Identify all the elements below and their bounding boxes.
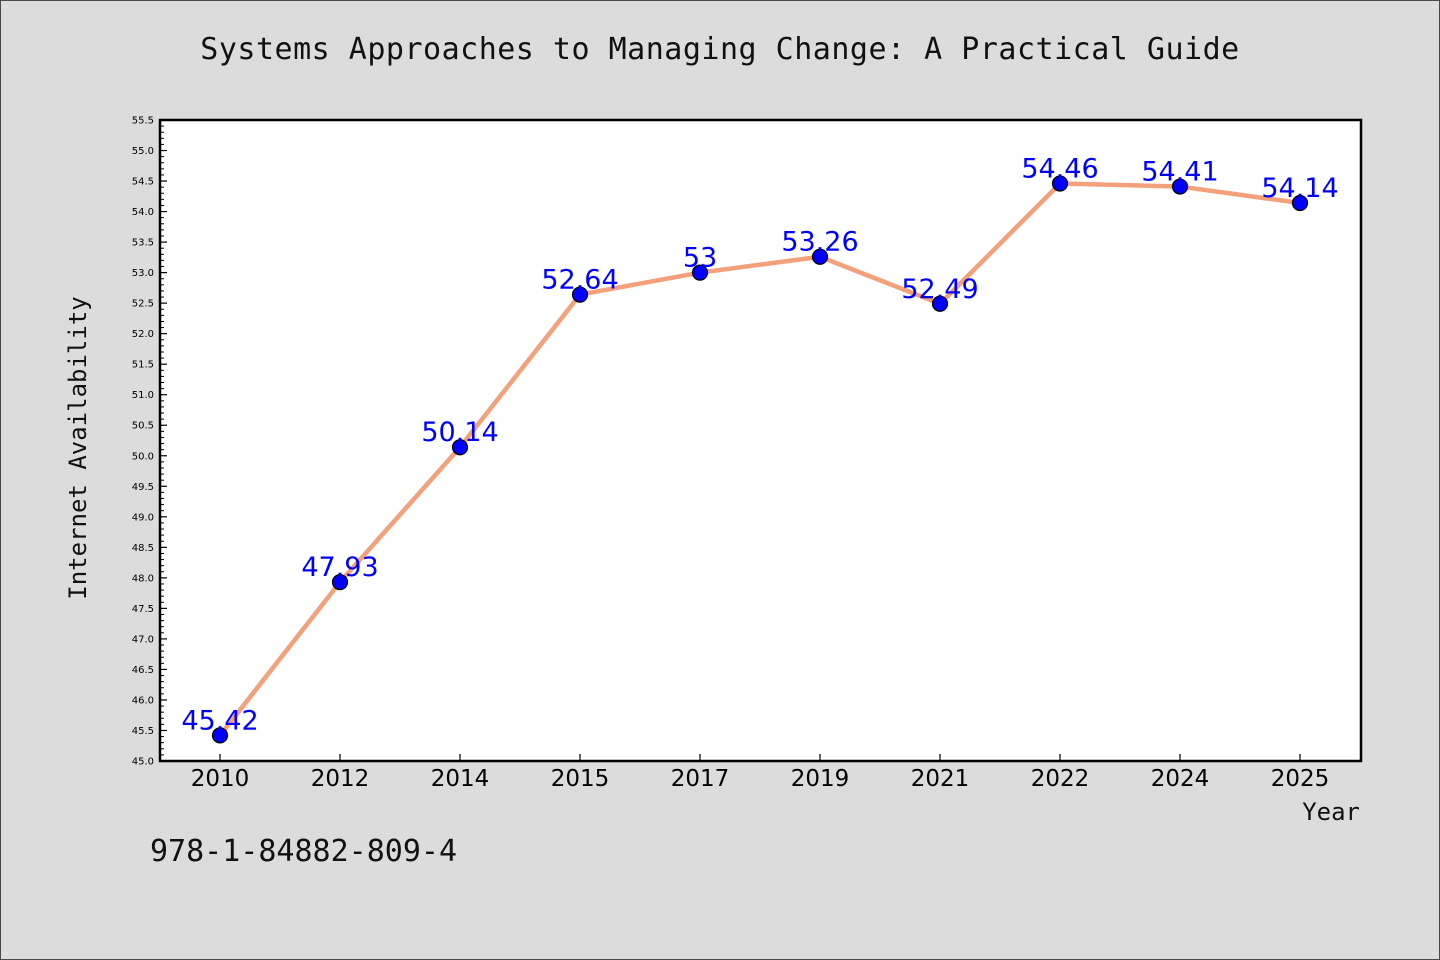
x-tick-label: 2025: [1271, 766, 1330, 792]
y-tick-label: 51.5: [132, 360, 154, 371]
data-point: [931, 295, 949, 312]
y-tick-label: 54.0: [132, 207, 154, 218]
y-tick-label: 52.5: [132, 299, 154, 310]
x-tick-label: 2015: [551, 766, 610, 792]
y-tick-label: 51.0: [132, 390, 154, 401]
data-point: [331, 574, 349, 591]
data-point: [811, 248, 829, 265]
x-tick-label: 2017: [671, 766, 730, 792]
y-tick-label: 55.5: [132, 116, 154, 127]
data-labels: 45.42 47.93 50.14 52.64 53 53.26 52.49 54.46 54.…: [181, 153, 1338, 736]
x-tick-label: 2019: [791, 766, 850, 792]
data-label: 52.49: [901, 274, 978, 305]
y-tick-label: 46.0: [132, 695, 154, 706]
y-tick-label: 45.5: [132, 726, 154, 737]
x-tick-label: 2012: [311, 766, 370, 792]
x-axis-title: Year: [1302, 798, 1360, 826]
y-tick-label: 47.5: [132, 604, 154, 615]
y-axis-title: Internet Availability: [64, 296, 92, 599]
y-tick-label: 53.0: [132, 268, 154, 279]
data-point: [571, 286, 589, 303]
y-tick-label: 48.5: [132, 543, 154, 554]
x-tick-label: 2021: [911, 766, 970, 792]
y-tick-label: 55.0: [132, 146, 154, 157]
data-label: 52.64: [541, 265, 618, 296]
y-tick-label: 50.5: [132, 421, 154, 432]
x-axis: 2010 2012 2014 2015 2017 2019 2021 2022 2024 2025: [191, 754, 1330, 792]
y-tick-label: 47.0: [132, 634, 154, 645]
data-label: 53.26: [781, 227, 858, 258]
data-markers: [211, 175, 1309, 744]
data-label: 54.14: [1261, 173, 1338, 204]
plot-area: [158, 118, 1363, 763]
data-label: 50.14: [421, 417, 498, 448]
data-label: 47.93: [301, 552, 378, 583]
y-tick-label: 49.5: [132, 482, 154, 493]
chart-title: Systems Approaches to Managing Change: A…: [200, 32, 1240, 67]
x-tick-label: 2024: [1151, 766, 1210, 792]
data-point: [1291, 194, 1309, 212]
data-label: 45.42: [181, 705, 258, 736]
y-tick-label: 52.0: [132, 329, 154, 340]
y-tick-label: 54.5: [132, 177, 154, 188]
x-tick-label: 2022: [1031, 766, 1090, 792]
x-tick-label: 2014: [431, 766, 490, 792]
data-point: [451, 439, 469, 456]
x-tick-label: 2010: [191, 766, 250, 792]
y-tick-label: 49.0: [132, 512, 154, 523]
isbn-text: 978-1-84882-809-4: [150, 834, 458, 869]
series-line: [217, 181, 1303, 738]
y-tick-label: 53.5: [132, 238, 154, 249]
data-label: 53: [683, 243, 717, 274]
data-label: 54.46: [1021, 153, 1098, 184]
data-label: 54.41: [1141, 157, 1218, 188]
y-tick-label: 46.5: [132, 665, 154, 676]
y-axis: 45.0 45.5 46.0 46.5 47.0 47.5 48.0 48.5 49.0 49.5…: [132, 116, 167, 768]
y-tick-label: 48.0: [132, 573, 154, 584]
data-point: [691, 264, 709, 281]
data-point: [211, 727, 229, 744]
data-point: [1051, 175, 1069, 192]
y-tick-label: 50.0: [132, 451, 154, 462]
data-point: [1171, 178, 1189, 195]
y-tick-label: 45.0: [132, 757, 154, 768]
